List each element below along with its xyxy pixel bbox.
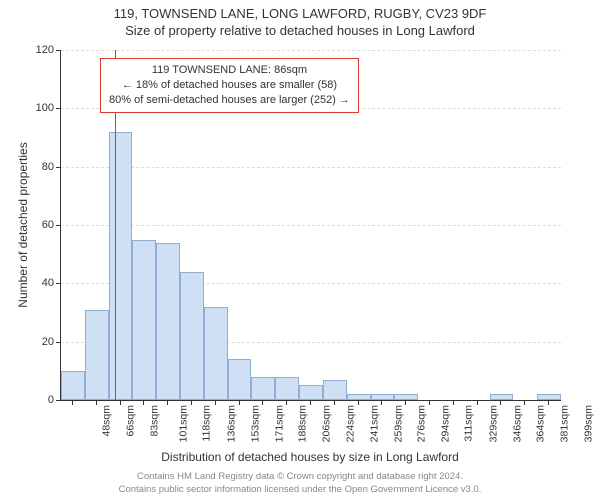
x-tick-label: 329sqm — [487, 405, 499, 442]
x-tick-mark — [167, 400, 168, 405]
histogram-bar — [204, 307, 228, 400]
x-tick-mark — [358, 400, 359, 405]
y-tick-mark — [56, 225, 61, 226]
x-tick-mark — [500, 400, 501, 405]
x-tick-label: 66sqm — [124, 405, 136, 437]
x-tick-mark — [191, 400, 192, 405]
histogram-bar — [132, 240, 156, 400]
histogram-bar — [251, 377, 275, 400]
histogram-bar — [299, 385, 323, 400]
y-tick-label: 80 — [22, 161, 54, 173]
x-tick-mark — [239, 400, 240, 405]
x-tick-mark — [548, 400, 549, 405]
x-tick-mark — [262, 400, 263, 405]
x-tick-label: 364sqm — [535, 405, 547, 442]
title-subtitle: Size of property relative to detached ho… — [0, 23, 600, 38]
x-tick-mark — [381, 400, 382, 405]
y-tick-label: 20 — [22, 336, 54, 348]
x-tick-label: 311sqm — [463, 405, 475, 442]
histogram-bar — [109, 132, 133, 400]
x-axis-label: Distribution of detached houses by size … — [60, 450, 560, 464]
x-tick-label: 206sqm — [321, 405, 333, 442]
x-tick-mark — [477, 400, 478, 405]
histogram-bar — [323, 380, 347, 400]
histogram-bar — [61, 371, 85, 400]
x-tick-label: 294sqm — [440, 405, 452, 442]
y-tick-mark — [56, 108, 61, 109]
x-tick-label: 101sqm — [178, 405, 190, 442]
x-tick-label: 83sqm — [148, 405, 160, 437]
y-tick-label: 120 — [22, 44, 54, 56]
histogram-bar — [275, 377, 299, 400]
chart-area: 119 TOWNSEND LANE: 86sqm ← 18% of detach… — [60, 50, 560, 400]
annotation-line3: 80% of semi-detached houses are larger (… — [109, 93, 350, 108]
x-tick-label: 171sqm — [273, 405, 285, 442]
x-tick-mark — [215, 400, 216, 405]
x-tick-mark — [143, 400, 144, 405]
chart-container: 119, TOWNSEND LANE, LONG LAWFORD, RUGBY,… — [0, 0, 600, 500]
y-tick-mark — [56, 400, 61, 401]
x-tick-mark — [310, 400, 311, 405]
title-address: 119, TOWNSEND LANE, LONG LAWFORD, RUGBY,… — [0, 6, 600, 21]
x-tick-label: 153sqm — [249, 405, 261, 442]
histogram-bar — [156, 243, 180, 401]
x-tick-label: 136sqm — [225, 405, 237, 442]
footer-attribution: Contains HM Land Registry data © Crown c… — [0, 471, 600, 496]
x-tick-mark — [286, 400, 287, 405]
x-tick-label: 381sqm — [559, 405, 571, 442]
y-tick-mark — [56, 342, 61, 343]
y-tick-label: 0 — [22, 394, 54, 406]
annotation-line2: ← 18% of detached houses are smaller (58… — [109, 78, 350, 93]
x-tick-label: 118sqm — [201, 405, 213, 442]
histogram-bar — [228, 359, 252, 400]
y-tick-label: 60 — [22, 219, 54, 231]
x-tick-label: 346sqm — [511, 405, 523, 442]
x-tick-label: 241sqm — [368, 405, 380, 442]
histogram-bar — [180, 272, 204, 400]
y-tick-label: 40 — [22, 277, 54, 289]
y-tick-mark — [56, 167, 61, 168]
x-tick-label: 259sqm — [392, 405, 404, 442]
grid-line — [61, 225, 561, 226]
x-tick-mark — [524, 400, 525, 405]
histogram-bar — [85, 310, 109, 400]
y-tick-mark — [56, 50, 61, 51]
y-tick-label: 100 — [22, 102, 54, 114]
y-tick-mark — [56, 283, 61, 284]
x-tick-mark — [72, 400, 73, 405]
x-tick-mark — [405, 400, 406, 405]
grid-line — [61, 50, 561, 51]
x-tick-label: 188sqm — [297, 405, 309, 442]
title-block: 119, TOWNSEND LANE, LONG LAWFORD, RUGBY,… — [0, 0, 600, 38]
x-tick-label: 224sqm — [344, 405, 356, 442]
x-tick-label: 399sqm — [582, 405, 594, 442]
x-tick-mark — [429, 400, 430, 405]
x-tick-mark — [120, 400, 121, 405]
grid-line — [61, 167, 561, 168]
x-tick-mark — [453, 400, 454, 405]
x-tick-label: 48sqm — [100, 405, 112, 437]
annotation-box: 119 TOWNSEND LANE: 86sqm ← 18% of detach… — [100, 58, 359, 113]
annotation-line1: 119 TOWNSEND LANE: 86sqm — [109, 63, 350, 78]
footer-line2: Contains public sector information licen… — [0, 484, 600, 496]
footer-line1: Contains HM Land Registry data © Crown c… — [0, 471, 600, 483]
x-tick-mark — [334, 400, 335, 405]
x-tick-label: 276sqm — [416, 405, 428, 442]
x-tick-mark — [96, 400, 97, 405]
